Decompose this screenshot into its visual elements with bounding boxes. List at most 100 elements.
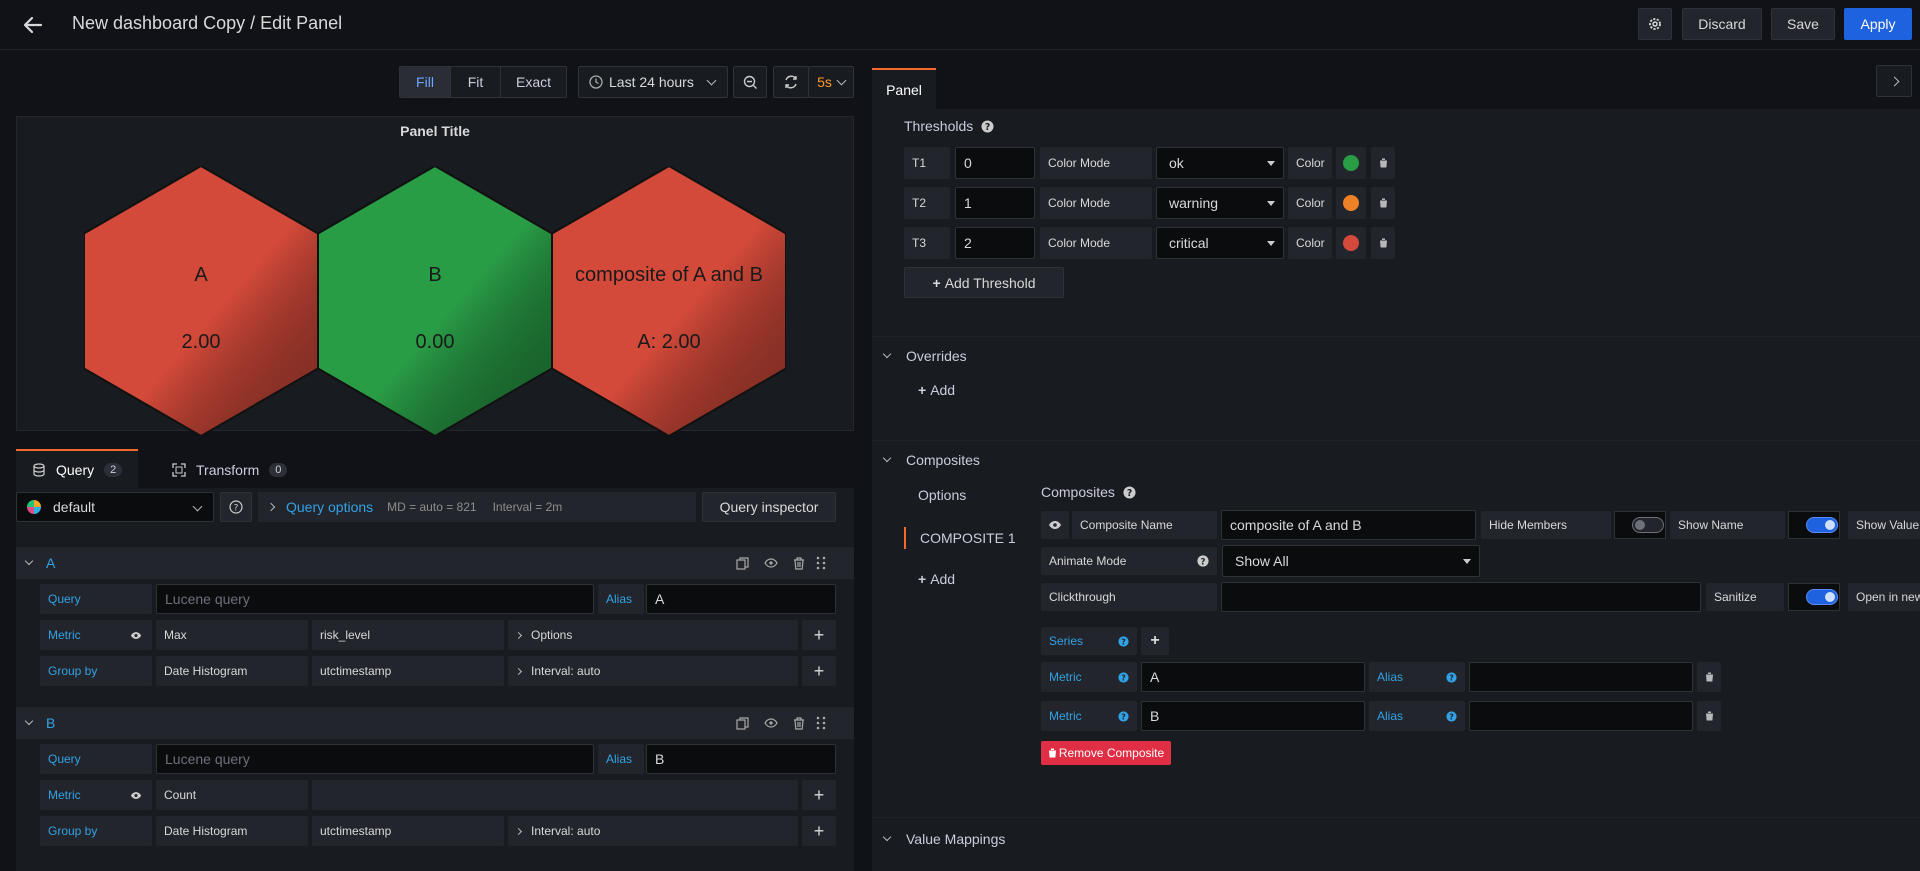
delete-threshold-button[interactable]: [1371, 147, 1395, 179]
animate-mode-select[interactable]: Show All: [1222, 545, 1480, 577]
composite-name-input[interactable]: composite of A and B: [1221, 510, 1476, 540]
zoom-out-button[interactable]: [733, 66, 767, 98]
composites-nav-item[interactable]: COMPOSITE 1: [904, 527, 1016, 549]
threshold-value-input[interactable]: 1: [955, 187, 1035, 219]
alias-input[interactable]: A: [646, 584, 836, 614]
help-circle-icon[interactable]: ?: [1123, 485, 1136, 499]
value-mappings-header[interactable]: Value Mappings: [882, 828, 1005, 850]
group-by-interval[interactable]: Interval: auto: [508, 656, 798, 686]
metric-type[interactable]: Count: [156, 780, 308, 810]
group-by-type[interactable]: Date Histogram: [156, 656, 308, 686]
tab-query[interactable]: Query 2: [16, 449, 138, 488]
group-by-type[interactable]: Date Histogram: [156, 816, 308, 846]
group-by-field[interactable]: utctimestamp: [312, 816, 504, 846]
delete-series-button[interactable]: [1697, 701, 1721, 731]
delete-threshold-button[interactable]: [1371, 227, 1395, 259]
series-alias-input[interactable]: [1469, 701, 1693, 731]
chevron-down-icon[interactable]: [24, 556, 34, 566]
show-name-toggle[interactable]: [1806, 517, 1838, 533]
help-circle-icon[interactable]: ?: [1118, 710, 1129, 722]
add-metric-button[interactable]: +: [802, 780, 836, 810]
hexagon-3[interactable]: composite of A and B A: 2.00: [552, 166, 786, 436]
remove-composite-button[interactable]: Remove Composite: [1041, 741, 1171, 765]
tab-panel[interactable]: Panel: [872, 68, 936, 109]
trash-icon[interactable]: [793, 556, 805, 570]
threshold-value-input[interactable]: 2: [955, 227, 1035, 259]
add-group-by-button[interactable]: +: [802, 816, 836, 846]
query-ref[interactable]: B: [46, 715, 56, 731]
add-group-by-button[interactable]: +: [802, 656, 836, 686]
hexagon-1[interactable]: A 2.00: [84, 166, 318, 436]
metric-options[interactable]: Options: [508, 620, 798, 650]
apply-button[interactable]: Apply: [1844, 8, 1912, 40]
help-circle-icon[interactable]: ?: [981, 119, 994, 133]
hexagon-2[interactable]: B 0.00: [318, 166, 552, 436]
panel-title[interactable]: Panel Title: [400, 123, 470, 139]
help-circle-icon[interactable]: ?: [1446, 671, 1457, 683]
lucene-query-input[interactable]: Lucene query: [156, 584, 594, 614]
group-by-interval[interactable]: Interval: auto: [508, 816, 798, 846]
datasource-picker[interactable]: default: [16, 492, 214, 522]
color-mode-select[interactable]: warning: [1156, 187, 1284, 219]
copy-icon[interactable]: [736, 716, 749, 730]
settings-button[interactable]: [1638, 8, 1672, 40]
eye-icon[interactable]: [764, 718, 778, 728]
help-circle-icon[interactable]: ?: [1197, 555, 1209, 567]
add-threshold-button[interactable]: + Add Threshold: [904, 267, 1064, 298]
copy-icon[interactable]: [736, 556, 749, 570]
delete-series-button[interactable]: [1697, 662, 1721, 692]
fill-option[interactable]: Fill: [400, 67, 450, 97]
query-options-bar[interactable]: Query options MD = auto = 821 Interval =…: [258, 492, 696, 522]
color-picker-button[interactable]: [1336, 227, 1366, 259]
alias-input[interactable]: B: [646, 744, 836, 774]
drag-handle-icon[interactable]: [816, 556, 826, 570]
composites-nav-options[interactable]: Options: [918, 487, 967, 503]
fit-option[interactable]: Fit: [450, 67, 500, 97]
help-circle-icon[interactable]: ?: [1446, 710, 1457, 722]
save-button[interactable]: Save: [1771, 8, 1835, 40]
discard-button[interactable]: Discard: [1682, 8, 1762, 40]
color-mode-select[interactable]: ok: [1156, 147, 1284, 179]
series-metric-input[interactable]: A: [1141, 662, 1365, 692]
exact-option[interactable]: Exact: [500, 67, 566, 97]
metric-field[interactable]: risk_level: [312, 620, 504, 650]
time-range-picker[interactable]: Last 24 hours: [578, 66, 728, 98]
color-picker-button[interactable]: [1336, 147, 1366, 179]
back-arrow-icon[interactable]: [18, 10, 48, 40]
composites-header[interactable]: Composites: [882, 449, 980, 471]
overrides-header[interactable]: Overrides: [882, 345, 967, 367]
datasource-help-button[interactable]: ?: [220, 492, 252, 522]
overrides-add-button[interactable]: + Add: [918, 382, 955, 398]
lucene-query-input[interactable]: Lucene query: [156, 744, 594, 774]
metric-type[interactable]: Max: [156, 620, 308, 650]
sanitize-toggle[interactable]: [1806, 589, 1838, 605]
composites-nav-add[interactable]: + Add: [918, 571, 955, 587]
group-by-field[interactable]: utctimestamp: [312, 656, 504, 686]
add-metric-button[interactable]: +: [802, 620, 836, 650]
pane-divider[interactable]: [868, 51, 872, 871]
trash-icon[interactable]: [793, 716, 805, 730]
drag-handle-icon[interactable]: [816, 716, 826, 730]
series-alias-input[interactable]: [1469, 662, 1693, 692]
eye-icon[interactable]: [130, 631, 142, 640]
hide-members-toggle[interactable]: [1632, 517, 1664, 533]
help-circle-icon[interactable]: ?: [1118, 635, 1129, 647]
query-ref[interactable]: A: [46, 555, 56, 571]
collapse-options-button[interactable]: [1876, 65, 1912, 97]
chevron-down-icon[interactable]: [24, 716, 34, 726]
color-mode-select[interactable]: critical: [1156, 227, 1284, 259]
clickthrough-input[interactable]: [1221, 582, 1701, 612]
eye-icon[interactable]: [130, 791, 142, 800]
threshold-value-input[interactable]: 0: [955, 147, 1035, 179]
add-series-button[interactable]: +: [1141, 627, 1169, 655]
color-picker-button[interactable]: [1336, 187, 1366, 219]
help-circle-icon[interactable]: ?: [1118, 671, 1129, 683]
series-metric-input[interactable]: B: [1141, 701, 1365, 731]
refresh-button[interactable]: [773, 66, 809, 98]
refresh-interval-picker[interactable]: 5s: [808, 66, 854, 98]
delete-threshold-button[interactable]: [1371, 187, 1395, 219]
toggle-visibility-button[interactable]: [1041, 511, 1069, 539]
eye-icon[interactable]: [764, 558, 778, 568]
query-inspector-button[interactable]: Query inspector: [702, 492, 836, 522]
tab-transform[interactable]: Transform 0: [156, 451, 296, 488]
